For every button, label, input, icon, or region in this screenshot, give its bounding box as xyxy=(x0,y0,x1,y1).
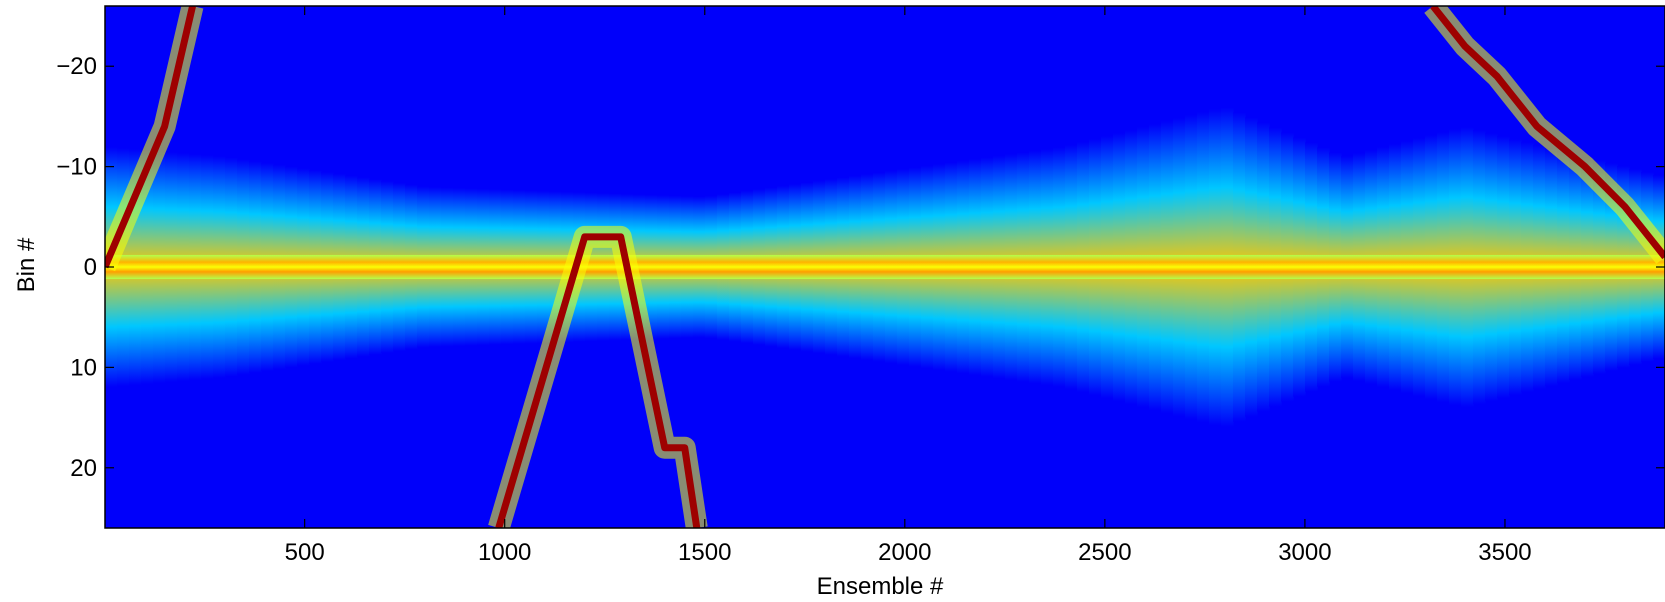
y-axis-title: Bin # xyxy=(13,237,40,292)
x-tick-label: 2000 xyxy=(878,539,931,566)
y-tick-label: −10 xyxy=(56,154,97,181)
center-band xyxy=(105,254,1665,280)
y-tick-label: 10 xyxy=(70,354,97,381)
plot-area xyxy=(105,6,1665,528)
track-line xyxy=(495,233,701,528)
x-axis-title: Ensemble # xyxy=(817,573,944,600)
x-tick-label: 1500 xyxy=(678,539,731,566)
heatmap-field xyxy=(105,6,1665,528)
y-tick-label: −20 xyxy=(56,53,97,80)
axes: 500 1000 1500 2000 2500 3000 3500 −20 −10 0 10 20 xyxy=(56,5,1665,566)
x-tick-label: 1000 xyxy=(478,539,531,566)
y-tick-label: 20 xyxy=(70,455,97,482)
x-tick-label: 3000 xyxy=(1278,539,1331,566)
y-tick-label: 0 xyxy=(84,254,97,281)
x-tick-label: 500 xyxy=(285,539,325,566)
x-tick-label: 2500 xyxy=(1078,539,1131,566)
track-line xyxy=(105,6,197,269)
track-line xyxy=(1430,6,1665,260)
x-tick-label: 3500 xyxy=(1478,539,1531,566)
